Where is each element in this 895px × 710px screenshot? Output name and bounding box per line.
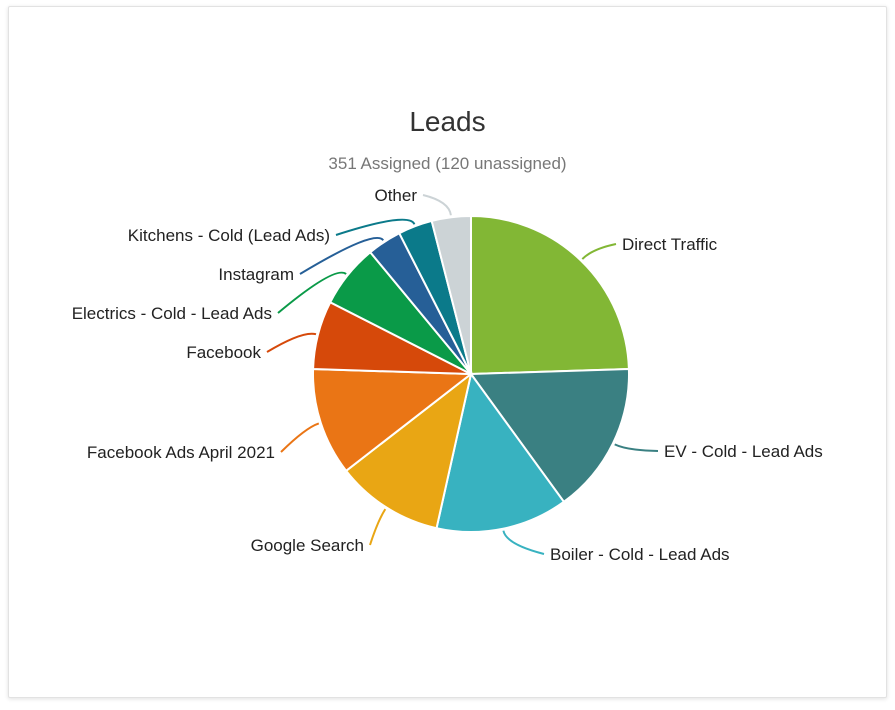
leader-line bbox=[422, 194, 452, 216]
leader-line bbox=[502, 530, 545, 555]
chart-title: Leads bbox=[409, 106, 486, 137]
pie-slice[interactable] bbox=[344, 371, 473, 530]
leader-line bbox=[335, 218, 416, 236]
slice-label: Facebook bbox=[186, 343, 261, 362]
slice-label: Boiler - Cold - Lead Ads bbox=[550, 545, 730, 564]
leader-line bbox=[369, 508, 387, 546]
pie-labels: Direct Traffic EV - Cold - Lead Ads Boiler… bbox=[72, 186, 823, 564]
slice-label: Google Search bbox=[251, 536, 364, 555]
leader-line bbox=[299, 236, 385, 275]
leader-line bbox=[266, 332, 317, 353]
slice-label: Kitchens - Cold (Lead Ads) bbox=[128, 226, 330, 245]
leader-line bbox=[277, 271, 347, 314]
pie-slice[interactable] bbox=[435, 371, 566, 533]
slice-label: EV - Cold - Lead Ads bbox=[664, 442, 823, 461]
pie-slice[interactable] bbox=[469, 368, 630, 504]
pie-slice[interactable] bbox=[430, 214, 472, 375]
pie-slice[interactable] bbox=[470, 214, 630, 376]
slice-label: Other bbox=[374, 186, 417, 205]
chart-subtitle: 351 Assigned (120 unassigned) bbox=[328, 154, 567, 173]
pie-leader-lines bbox=[266, 194, 659, 555]
pie-slices bbox=[312, 214, 630, 533]
slice-label: Electrics - Cold - Lead Ads bbox=[72, 304, 272, 323]
leader-line bbox=[280, 422, 320, 453]
slice-label: Facebook Ads April 2021 bbox=[87, 443, 275, 462]
slice-label: Direct Traffic bbox=[622, 235, 718, 254]
slice-label: Instagram bbox=[218, 265, 294, 284]
leader-line bbox=[614, 443, 659, 452]
pie-slice[interactable] bbox=[312, 368, 474, 473]
leader-line bbox=[581, 243, 617, 260]
